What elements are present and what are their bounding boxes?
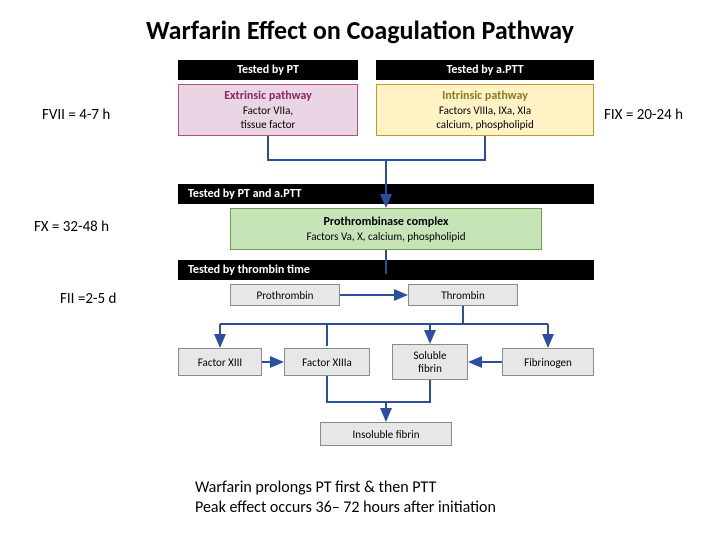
box-prothrombin: Prothrombin [230, 284, 340, 306]
footer-note: Warfarin prolongs PT first & then PTT Pe… [195, 478, 496, 518]
box-factor-xiii: Factor XIII [178, 348, 262, 376]
box-prothrombinase-sub: Factors Va, X, calcium, phospholipid [233, 230, 539, 244]
label-tested-aptt: Tested by a.PTT [376, 60, 594, 80]
box-prothrombinase: Prothrombinase complex Factors Va, X, ca… [230, 208, 542, 250]
box-factor-xiiia: Factor XIIIa [284, 348, 370, 376]
page-title: Warfarin Effect on Coagulation Pathway [0, 0, 720, 52]
box-intrinsic-title: Intrinsic pathway [379, 89, 591, 104]
box-insoluble-fibrin: Insoluble fibrin [320, 422, 452, 446]
label-tested-both: Tested by PT and a.PTT [178, 184, 594, 204]
label-tested-pt: Tested by PT [178, 60, 358, 80]
box-extrinsic: Extrinsic pathway Factor VIIa, tissue fa… [178, 84, 358, 136]
box-fibrinogen: Fibrinogen [502, 348, 594, 376]
box-intrinsic-sub: Factors VIIIa, IXa, XIa calcium, phospho… [379, 104, 591, 132]
box-extrinsic-title: Extrinsic pathway [181, 89, 355, 104]
annot-fvii: FVII = 4-7 h [42, 106, 110, 124]
box-extrinsic-sub: Factor VIIa, tissue factor [181, 104, 355, 132]
annot-fx: FX = 32-48 h [34, 218, 109, 236]
annot-fii: FII =2-5 d [60, 290, 116, 308]
label-tested-thrombin: Tested by thrombin time [178, 260, 594, 280]
box-thrombin: Thrombin [408, 284, 518, 306]
box-prothrombinase-title: Prothrombinase complex [233, 215, 539, 230]
footer-line1: Warfarin prolongs PT first & then PTT [195, 478, 496, 498]
annot-fix: FIX = 20-24 h [604, 106, 683, 124]
box-intrinsic: Intrinsic pathway Factors VIIIa, IXa, XI… [376, 84, 594, 136]
footer-line2: Peak effect occurs 36– 72 hours after in… [195, 498, 496, 518]
box-soluble-fibrin: Soluble fibrin [392, 344, 468, 380]
coagulation-diagram: Tested by PT Tested by a.PTT Extrinsic p… [170, 60, 602, 490]
